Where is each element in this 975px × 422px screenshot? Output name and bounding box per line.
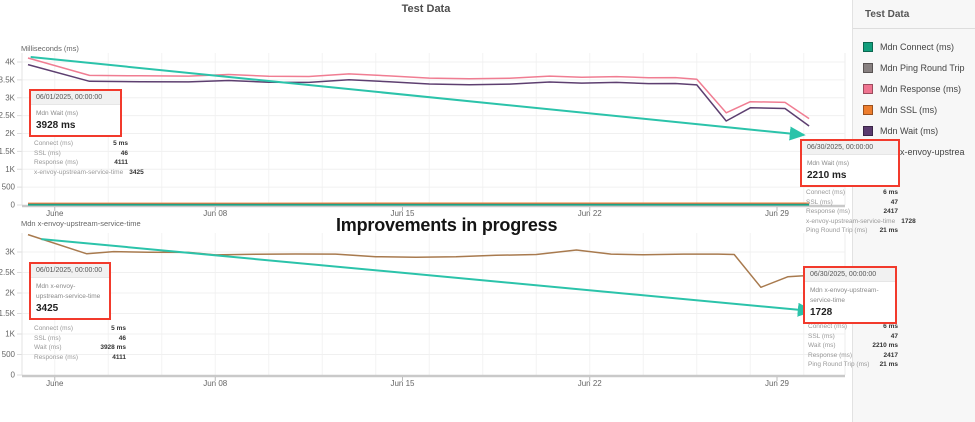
- y-tick-label: 2K: [5, 129, 15, 138]
- series-mdn-wait-ms-: [27, 63, 810, 127]
- tooltip-value: 1728: [810, 306, 833, 318]
- y-tick-label: 2.5K: [0, 268, 16, 277]
- y-tick-label: 500: [2, 350, 16, 359]
- tooltip-detail-row: Connect (ms) 6 ms: [808, 323, 898, 330]
- legend-item-label: Mdn Response (ms): [880, 84, 962, 94]
- tooltip-detail-row: Connect (ms) 5 ms: [34, 140, 128, 147]
- tooltip-chart1-end: 06/30/2025, 00:00:00 Mdn Wait (ms) 2210 …: [800, 139, 900, 187]
- trend-arrow: [41, 238, 814, 317]
- tooltip-detail-row: Wait (ms) 2210 ms: [808, 342, 898, 349]
- tooltip-detail-row: x-envoy-upstream-service-time 3425: [34, 168, 144, 176]
- x-tick-label: Jun 15: [390, 209, 415, 218]
- tooltip-value: 3425: [36, 302, 59, 314]
- tooltip-date: 06/30/2025, 00:00:00: [805, 268, 895, 282]
- tooltip-value: 2210 ms: [807, 169, 847, 181]
- legend-item-label: Mdn Ping Round Trip (ms): [880, 63, 965, 73]
- tooltip-detail-row: Response (ms) 2417: [806, 208, 898, 215]
- charts-canvas[interactable]: 0 500 1K 1.5K 2K 2.5K 3K 3.5K 4K June Jun 08 Jun 15…: [0, 0, 852, 422]
- y-tick-label: 0: [11, 201, 16, 210]
- tooltip-details-chart1-start: Connect (ms) 5 ms SSL (ms) 46 Response (ms) 4…: [34, 139, 144, 177]
- tooltip-detail-row: Connect (ms) 5 ms: [34, 325, 126, 332]
- tooltip-detail-row: x-envoy-upstream-service-time 1728: [806, 217, 916, 225]
- y-tick-label: 1.5K: [0, 309, 16, 318]
- tooltip-chart1-start: 06/01/2025, 00:00:00 Mdn Wait (ms) 3928 …: [29, 89, 122, 137]
- legend-swatch-icon: [863, 126, 873, 136]
- y-tick-label: 0: [11, 371, 16, 380]
- y-tick-label: 3K: [5, 93, 15, 102]
- tooltip-date: 06/30/2025, 00:00:00: [802, 141, 898, 155]
- tooltip-series-label: Mdn Wait (ms): [807, 160, 850, 167]
- y-tick-label: 1K: [5, 330, 15, 339]
- tooltip-detail-row: SSL (ms) 46: [34, 334, 126, 342]
- legend-item-label: Mdn Connect (ms): [880, 42, 955, 52]
- tooltip-detail-row: Ping Round Trip (ms) 21 ms: [808, 361, 898, 368]
- tooltip-series-label: Mdn x-envoy-upstream-service-time: [810, 287, 879, 304]
- legend-swatch-icon: [863, 84, 873, 94]
- legend-item[interactable]: Mdn Connect (ms): [863, 42, 965, 52]
- chart1-axis-title: Milliseconds (ms): [21, 44, 79, 53]
- y-tick-label: 3K: [5, 248, 15, 257]
- x-tick-label: June: [46, 209, 64, 218]
- legend-item-label: Mdn x-envoy-upstream-ser...: [880, 147, 965, 157]
- x-tick-label: Jun 29: [765, 379, 790, 388]
- x-tick-label: Jun 22: [578, 209, 603, 218]
- tooltip-detail-row: Response (ms) 4111: [34, 353, 126, 361]
- x-tick-label: June: [46, 379, 64, 388]
- x-tick-label: Jun 22: [578, 379, 603, 388]
- series-mdn-response-ms-: [27, 57, 810, 120]
- tooltip-detail-row: Wait (ms) 3928 ms: [34, 344, 126, 351]
- tooltip-details-chart2-end: Connect (ms) 6 ms SSL (ms) 47 Wait (ms) 2210 …: [808, 322, 898, 370]
- y-tick-label: 500: [2, 183, 16, 192]
- chart2-title: Mdn x-envoy-upstream-service-time: [21, 219, 141, 228]
- tooltip-details-chart2-start: Connect (ms) 5 ms SSL (ms) 46 Wait (ms) 3928 …: [34, 324, 126, 362]
- tooltip-detail-row: Response (ms) 2417: [808, 351, 898, 359]
- legend-item[interactable]: Mdn Response (ms): [863, 84, 965, 94]
- x-tick-label: Jun 15: [390, 379, 415, 388]
- y-tick-label: 4K: [5, 58, 15, 67]
- tooltip-series-label: Mdn x-envoy-upstream-service-time: [36, 283, 101, 300]
- legend-swatch-icon: [863, 63, 873, 73]
- page-title: Test Data: [401, 3, 451, 15]
- legend-title: Test Data: [853, 0, 975, 29]
- legend-item-label: Mdn Wait (ms): [880, 126, 939, 136]
- y-tick-label: 3.5K: [0, 75, 16, 84]
- tooltip-value: 3928 ms: [36, 119, 76, 131]
- tooltip-date: 06/01/2025, 00:00:00: [31, 91, 120, 105]
- legend-item[interactable]: Mdn Ping Round Trip (ms): [863, 63, 965, 73]
- trend-arrow: [30, 56, 806, 141]
- y-tick-label: 2.5K: [0, 111, 16, 120]
- tooltip-detail-row: SSL (ms) 46: [34, 149, 128, 157]
- y-tick-label: 1K: [5, 165, 15, 174]
- tooltip-detail-row: SSL (ms) 47: [806, 198, 898, 206]
- chart-2: 0 500 1K 1.5K 2K 2.5K 3K June Jun 08 Jun 15 Jun 22…: [0, 233, 846, 388]
- legend-swatch-icon: [863, 42, 873, 52]
- tooltip-series-label: Mdn Wait (ms): [36, 110, 79, 117]
- tooltip-details-chart1-end: Connect (ms) 6 ms SSL (ms) 47 Response (ms) 2…: [806, 188, 916, 236]
- tooltip-detail-row: Ping Round Trip (ms) 21 ms: [806, 227, 898, 234]
- tooltip-chart2-start: 06/01/2025, 00:00:00 Mdn x-envoy-upstrea…: [29, 262, 111, 320]
- chart-1: 0 500 1K 1.5K 2K 2.5K 3K 3.5K 4K June Jun 08 Jun 15…: [0, 53, 846, 218]
- legend-item[interactable]: Mdn SSL (ms): [863, 105, 965, 115]
- legend-items: Mdn Connect (ms) Mdn Ping Round Trip (ms)…: [853, 29, 975, 157]
- legend-panel: Test Data Mdn Connect (ms) Mdn Ping Round…: [852, 0, 975, 422]
- tooltip-chart2-end: 06/30/2025, 00:00:00 Mdn x-envoy-upstrea…: [803, 266, 897, 324]
- chart-area: Test Data 0 500 1K 1.5K 2K 2.5K 3K 3.5K 4K June Ju…: [0, 0, 916, 422]
- y-tick-label: 2K: [5, 289, 15, 298]
- x-tick-label: Jun 29: [765, 209, 790, 218]
- x-tick-label: Jun 08: [203, 379, 228, 388]
- annotation-headline: Improvements in progress: [336, 215, 558, 235]
- tooltip-detail-row: SSL (ms) 47: [808, 332, 898, 340]
- x-tick-label: Jun 08: [203, 209, 228, 218]
- tooltip-detail-row: Response (ms) 4111: [34, 159, 128, 166]
- legend-swatch-icon: [863, 105, 873, 115]
- tooltip-date: 06/01/2025, 00:00:00: [31, 264, 109, 278]
- legend-item-label: Mdn SSL (ms): [880, 105, 938, 115]
- tooltip-detail-row: Connect (ms) 6 ms: [806, 189, 898, 196]
- legend-item[interactable]: Mdn Wait (ms): [863, 126, 965, 136]
- y-tick-label: 1.5K: [0, 147, 16, 156]
